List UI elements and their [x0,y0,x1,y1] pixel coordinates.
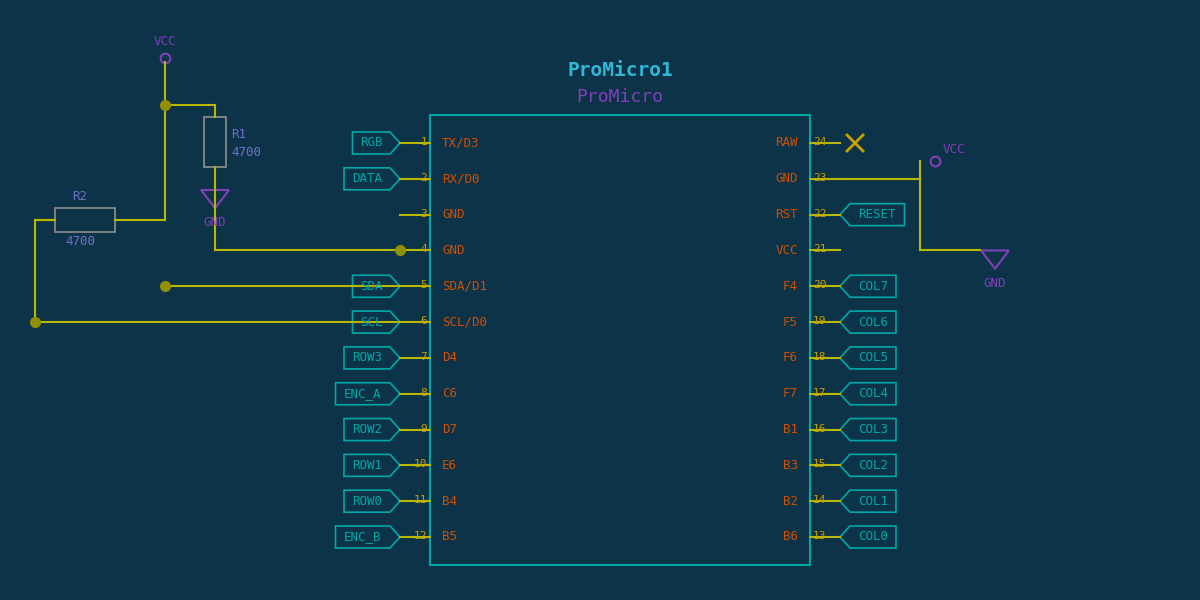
Text: GND: GND [442,244,464,257]
Text: R1: R1 [230,128,246,142]
Text: 11: 11 [414,495,427,505]
Text: COL3: COL3 [858,423,888,436]
Text: D4: D4 [442,352,457,364]
Text: 16: 16 [814,424,827,434]
Text: 15: 15 [814,460,827,469]
Text: DATA: DATA [352,172,382,185]
Text: COL0: COL0 [858,530,888,544]
Text: ENC_B: ENC_B [344,530,382,544]
Text: E6: E6 [442,459,457,472]
Text: VCC: VCC [943,143,966,156]
Text: 10: 10 [414,460,427,469]
Bar [55,208,115,232]
Text: 5: 5 [420,280,427,290]
Text: COL6: COL6 [858,316,888,329]
Text: SDA: SDA [360,280,383,293]
Text: F6: F6 [784,352,798,364]
Text: B3: B3 [784,459,798,472]
Text: COL4: COL4 [858,387,888,400]
Text: 3: 3 [420,209,427,218]
Text: C6: C6 [442,387,457,400]
Text: ROW2: ROW2 [352,423,382,436]
Text: 20: 20 [814,280,827,290]
Text: COL1: COL1 [858,494,888,508]
Text: 19: 19 [814,316,827,326]
Text: ENC_A: ENC_A [344,387,382,400]
Text: TX/D3: TX/D3 [442,136,480,149]
Text: F4: F4 [784,280,798,293]
Text: 24: 24 [814,137,827,147]
Text: 17: 17 [814,388,827,398]
Text: 1: 1 [420,137,427,147]
Text: RESET: RESET [858,208,896,221]
Text: B1: B1 [784,423,798,436]
Text: 14: 14 [814,495,827,505]
Text: 18: 18 [814,352,827,362]
Text: GND: GND [442,208,464,221]
Text: COL7: COL7 [858,280,888,293]
Text: B6: B6 [784,530,798,544]
Text: RAW: RAW [775,136,798,149]
Text: B4: B4 [442,494,457,508]
Text: 6: 6 [420,316,427,326]
Text: 8: 8 [420,388,427,398]
Text: R2: R2 [72,190,88,203]
Text: 23: 23 [814,173,827,183]
Text: F5: F5 [784,316,798,329]
Text: RST: RST [775,208,798,221]
Text: 4: 4 [420,244,427,254]
Text: D7: D7 [442,423,457,436]
Text: SCL: SCL [360,316,383,329]
Text: 2: 2 [420,173,427,183]
Text: GND: GND [984,277,1007,290]
Bar [204,117,226,167]
Text: SCL/D0: SCL/D0 [442,316,487,329]
Text: VCC: VCC [775,244,798,257]
Text: 4700: 4700 [230,146,262,160]
Text: SDA/D1: SDA/D1 [442,280,487,293]
Text: 4700: 4700 [65,235,95,248]
Text: 12: 12 [414,531,427,541]
Text: GND: GND [775,172,798,185]
Text: RX/D0: RX/D0 [442,172,480,185]
Text: ROW3: ROW3 [352,352,382,364]
Text: 9: 9 [420,424,427,434]
Text: ProMicro1: ProMicro1 [568,61,673,79]
Text: VCC: VCC [154,35,176,48]
Text: ROW1: ROW1 [352,459,382,472]
Text: RGB: RGB [360,136,383,149]
Text: 13: 13 [814,531,827,541]
Text: ProMicro: ProMicro [576,88,664,106]
Bar [430,115,810,565]
Text: B5: B5 [442,530,457,544]
Text: COL2: COL2 [858,459,888,472]
Text: F7: F7 [784,387,798,400]
Text: 7: 7 [420,352,427,362]
Text: ROW0: ROW0 [352,494,382,508]
Text: B2: B2 [784,494,798,508]
Text: 21: 21 [814,244,827,254]
Text: COL5: COL5 [858,352,888,364]
Text: GND: GND [204,216,227,229]
Text: 22: 22 [814,209,827,218]
